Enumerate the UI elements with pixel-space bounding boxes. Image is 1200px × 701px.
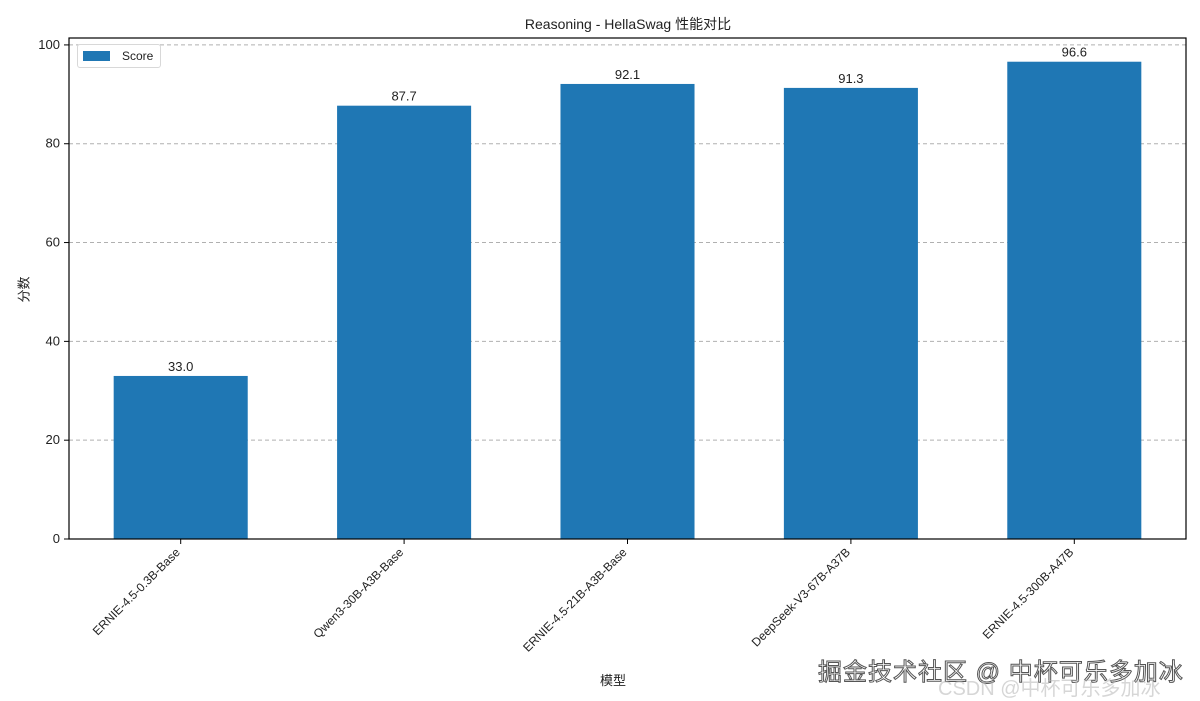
legend-label: Score <box>122 49 154 63</box>
y-tick-label: 80 <box>46 136 60 151</box>
bar-value-label: 92.1 <box>615 67 640 82</box>
x-axis-label: 模型 <box>600 673 627 688</box>
legend-swatch <box>83 51 110 61</box>
plot-frame <box>68 37 1187 540</box>
x-tick-label: Qwen3-30B-A3B-Base <box>310 545 406 641</box>
bar <box>1007 61 1142 540</box>
y-tick-label: 100 <box>38 37 60 52</box>
bar-value-label: 87.7 <box>391 89 416 104</box>
watermark-juejin: 掘金技术社区 @ 中杯可乐多加冰 <box>818 659 1184 687</box>
y-tick-label: 20 <box>46 432 60 447</box>
y-tick-label: 40 <box>46 333 60 348</box>
bar <box>113 375 248 539</box>
x-tick-label: ERNIE-4.5-21B-A3B-Base <box>520 545 630 655</box>
bar-value-label: 96.6 <box>1062 45 1087 60</box>
chart-title: Reasoning - HellaSwag 性能对比 <box>524 16 732 32</box>
watermark-csdn: CSDN @中杯可乐多加冰 <box>938 678 1161 700</box>
bar <box>783 87 918 539</box>
bar <box>560 83 695 539</box>
bar-value-label: 33.0 <box>168 359 193 374</box>
legend: Score <box>77 44 161 68</box>
x-tick-label: ERNIE-4.5-0.3B-Base <box>90 545 183 638</box>
bar-value-label: 91.3 <box>838 71 863 86</box>
bar <box>337 105 472 540</box>
x-tick-label: DeepSeek-V3-67B-A37B <box>749 545 853 649</box>
x-tick-label: ERNIE-4.5-300B-A47B <box>980 545 1077 642</box>
y-tick-label: 60 <box>46 235 60 250</box>
y-tick-label: 0 <box>53 531 60 546</box>
